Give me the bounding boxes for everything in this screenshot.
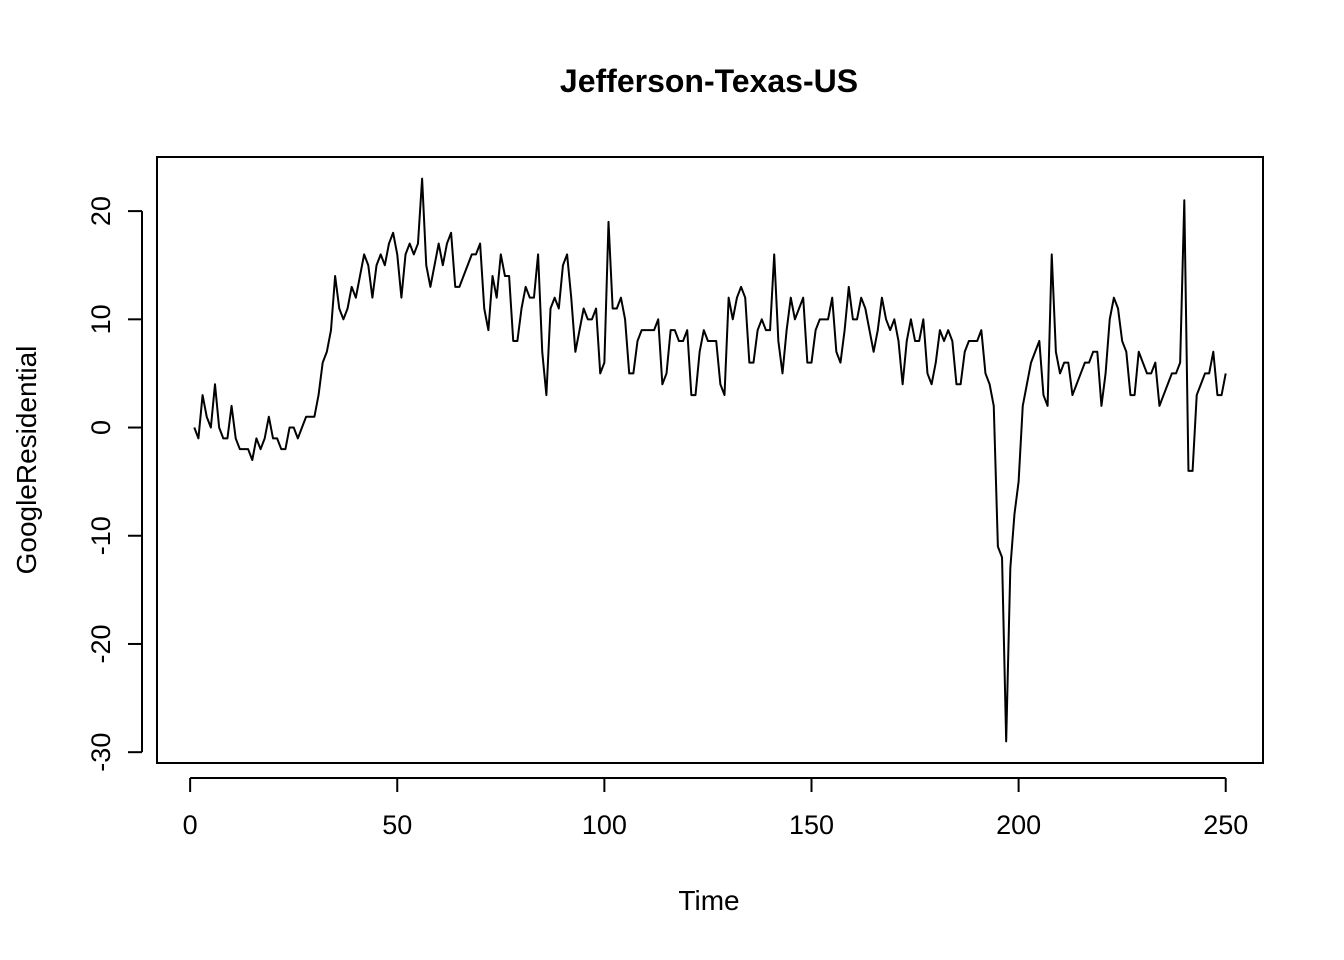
y-axis: -30 -20 -10 0 10 20 <box>86 196 143 772</box>
x-tick-label: 150 <box>789 810 834 840</box>
x-axis-title: Time <box>678 885 739 916</box>
x-tick-label: 0 <box>183 810 198 840</box>
chart-title: Jefferson-Texas-US <box>560 63 858 99</box>
y-tick-label: 0 <box>86 420 116 435</box>
plot-frame <box>156 156 1264 764</box>
x-tick-label: 50 <box>382 810 412 840</box>
y-tick-label: -30 <box>86 733 116 772</box>
y-tick-label: 10 <box>86 304 116 334</box>
x-tick-label: 200 <box>996 810 1041 840</box>
series-line-googleresidential <box>193 177 1227 743</box>
x-tick-label: 100 <box>582 810 627 840</box>
y-axis-title: GoogleResidential <box>11 346 42 575</box>
y-tick-label: 20 <box>86 196 116 226</box>
y-tick-label: -10 <box>86 516 116 555</box>
y-tick-label: -20 <box>86 624 116 663</box>
x-axis: 0 50 100 150 200 250 <box>183 777 1248 840</box>
x-tick-label: 250 <box>1203 810 1248 840</box>
